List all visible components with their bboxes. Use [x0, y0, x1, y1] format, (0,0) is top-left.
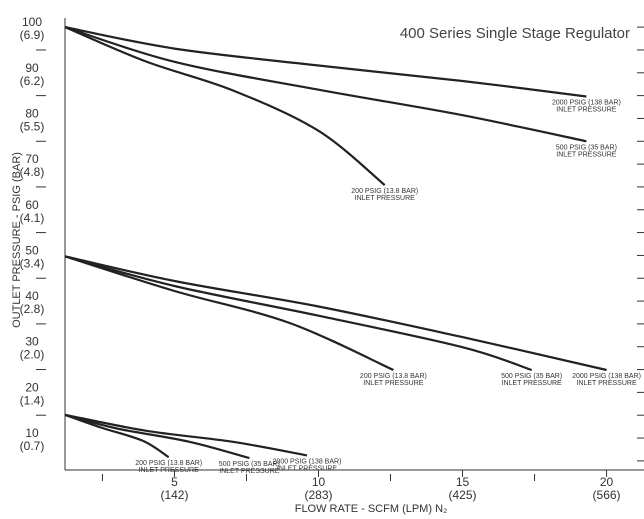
- x-tick-sublabel: (142): [160, 488, 188, 502]
- x-tick-sublabel: (566): [593, 488, 621, 502]
- y-tick-label: 60: [25, 198, 39, 212]
- y-axis-label: OUTLET PRESSURE - PSIG (BAR): [11, 152, 23, 328]
- y-tick-sublabel: (6.2): [20, 74, 45, 88]
- curve-line: [64, 26, 386, 186]
- y-tick-sublabel: (3.4): [20, 256, 45, 270]
- x-tick-labels: 5(142) 10(283) 15(425) 20(566): [160, 470, 621, 502]
- y-tick-sublabel: (5.5): [20, 119, 45, 133]
- y-tick-labels: 100(6.9) 90(6.2) 80(5.5) 70(4.8) 60(4.1) 50(3…: [20, 15, 45, 453]
- y-tick-label: 20: [25, 380, 39, 394]
- curve-label-sub: INLET PRESSURE: [277, 465, 337, 472]
- chart-title: 400 Series Single Stage Regulator: [400, 25, 630, 42]
- minor-ticks: [36, 26, 644, 481]
- curve-label: 500 PSIG (35 BAR): [501, 373, 562, 380]
- curve-label-sub: INLET PRESSURE: [139, 467, 199, 474]
- y-tick-sublabel: (4.1): [20, 211, 45, 225]
- y-tick-label: 10: [25, 426, 39, 440]
- curve-label-sub: INLET PRESSURE: [556, 107, 616, 114]
- x-tick-sublabel: (283): [304, 488, 332, 502]
- curve-line: [64, 413, 308, 457]
- curve-line: [64, 255, 607, 372]
- curve-label: 2000 PSIG (138 BAR): [273, 458, 342, 465]
- curve-label-sub: INLET PRESSURE: [363, 380, 423, 387]
- x-tick-label: 10: [312, 475, 326, 489]
- y-tick-sublabel: (6.9): [20, 28, 45, 42]
- curve-line: [64, 26, 587, 143]
- regulator-curves: [64, 26, 607, 460]
- y-tick-label: 70: [25, 152, 39, 166]
- curve-line: [64, 255, 394, 372]
- y-tick-sublabel: (0.7): [20, 439, 45, 453]
- axes: [64, 18, 644, 471]
- x-tick-label: 15: [456, 475, 470, 489]
- curve-label: 2000 PSIG (138 BAR): [552, 100, 621, 107]
- curve-label-sub: INLET PRESSURE: [219, 468, 279, 475]
- curve-label: 500 PSIG (35 BAR): [556, 144, 617, 151]
- curve-label: 500 PSIG (35 BAR): [219, 461, 280, 468]
- curve-label: 200 PSIG (13.8 BAR): [360, 373, 427, 380]
- curve-label-sub: INLET PRESSURE: [355, 195, 415, 202]
- curve-line: [64, 413, 250, 460]
- y-tick-label: 40: [25, 289, 39, 303]
- y-tick-label: 100: [22, 15, 42, 29]
- y-tick-label: 50: [25, 243, 39, 257]
- y-tick-sublabel: (1.4): [20, 393, 45, 407]
- y-tick-label: 80: [25, 106, 39, 120]
- y-tick-label: 90: [25, 61, 39, 75]
- curve-label: 200 PSIG (13.8 BAR): [351, 188, 418, 195]
- x-tick-label: 20: [600, 475, 614, 489]
- y-tick-sublabel: (4.8): [20, 165, 45, 179]
- x-tick-sublabel: (425): [449, 488, 477, 502]
- curve-label-sub: INLET PRESSURE: [502, 380, 562, 387]
- curve-label: 200 PSIG (13.8 BAR): [135, 460, 202, 467]
- curve-line: [64, 255, 533, 372]
- curve-label-sub: INLET PRESSURE: [556, 151, 616, 158]
- x-tick-label: 5: [171, 475, 178, 489]
- y-tick-sublabel: (2.0): [20, 348, 45, 362]
- y-tick-label: 30: [25, 335, 39, 349]
- x-axis-label: FLOW RATE - SCFM (LPM) N₂: [295, 503, 448, 515]
- curve-line: [64, 26, 587, 98]
- curve-label: 2000 PSIG (138 BAR): [572, 373, 641, 380]
- curve-label-sub: INLET PRESSURE: [576, 380, 636, 387]
- curve-line: [64, 413, 170, 459]
- y-tick-sublabel: (2.8): [20, 302, 45, 316]
